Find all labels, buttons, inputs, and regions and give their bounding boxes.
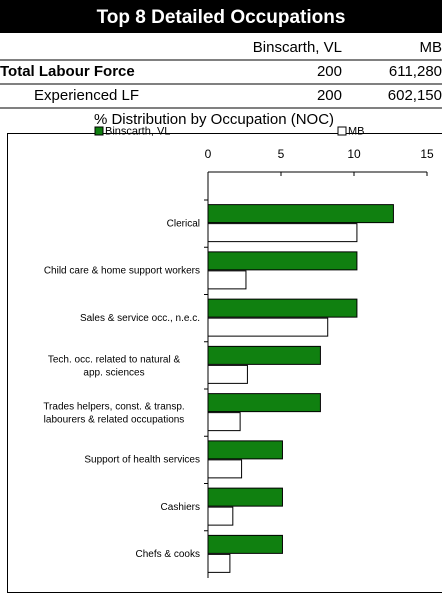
x-tick-label: 10 — [347, 147, 361, 161]
bar — [208, 346, 320, 364]
row-label: Experienced LF — [34, 87, 139, 104]
bar — [208, 252, 357, 270]
bar — [208, 507, 233, 525]
bar — [208, 460, 242, 478]
bar — [208, 535, 282, 553]
bar — [208, 365, 247, 383]
bar — [208, 554, 230, 572]
y-tick-label: Sales & service occ., n.e.c. — [80, 313, 200, 324]
cell: 200 — [317, 63, 342, 80]
legend-label: MB — [348, 125, 365, 137]
bar — [208, 441, 282, 459]
legend-label: Binscarth, VL — [105, 125, 170, 137]
bar — [208, 413, 240, 431]
legend-swatch — [338, 127, 346, 135]
y-tick-label: Trades helpers, const. & transp.labourer… — [43, 401, 184, 425]
row-label: Total Labour Force — [0, 63, 135, 80]
title: Top 8 Detailed Occupations — [97, 7, 346, 28]
y-tick-label: Cashiers — [161, 502, 200, 513]
bar — [208, 488, 282, 506]
y-tick-label: Chefs & cooks — [136, 549, 200, 560]
y-tick-label: Support of health services — [84, 455, 200, 466]
y-tick-label: Clerical — [167, 218, 200, 229]
legend-swatch — [95, 127, 103, 135]
column-header: Binscarth, VL — [253, 39, 342, 56]
column-header: MB — [420, 39, 442, 56]
x-tick-label: 5 — [278, 147, 285, 161]
bar — [208, 299, 357, 317]
bar — [208, 271, 246, 289]
x-tick-label: 0 — [205, 147, 212, 161]
cell: 602,150 — [388, 87, 442, 104]
bar — [208, 205, 393, 223]
cell: 611,280 — [389, 63, 442, 80]
bar — [208, 224, 357, 242]
chart: Binscarth, VL MB 0 5 10 15 Clerical Child care … — [43, 125, 434, 578]
x-tick-label: 15 — [420, 147, 434, 161]
y-tick-label: Tech. occ. related to natural &app. scie… — [48, 354, 181, 378]
bar — [208, 394, 320, 412]
cell: 200 — [317, 87, 342, 104]
y-tick-label: Child care & home support workers — [44, 266, 200, 277]
bar — [208, 318, 328, 336]
